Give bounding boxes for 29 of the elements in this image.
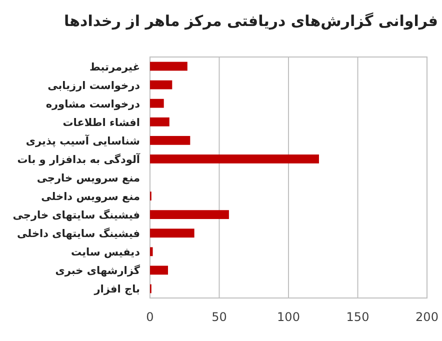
- y-tick-label: دیفیس سایت: [71, 246, 141, 259]
- y-tick-label: گزارشهای خبری: [55, 264, 141, 278]
- chart-title: فراوانی گزارش‌های دریافتی مرکز ماهر از رخدادها: [64, 12, 438, 30]
- x-tick-label: 50: [212, 310, 227, 324]
- bar: [150, 98, 164, 108]
- bar: [150, 247, 153, 256]
- bar: [150, 210, 229, 220]
- y-tick-label: افشاء اطلاعات: [62, 116, 140, 129]
- y-tick-label: درخواست مشاوره: [46, 98, 141, 110]
- y-tick-label: منع سرویس خارجی: [36, 172, 140, 184]
- bar: [150, 228, 194, 238]
- y-tick-label: آلودگی به بدافزار و بات: [17, 152, 140, 166]
- y-tick-label: غیرمرتبط: [90, 61, 140, 74]
- y-tick-label: درخواست ارزیابی: [48, 80, 141, 92]
- y-tick-label: منع سرویس داخلی: [41, 191, 140, 204]
- bar: [150, 136, 190, 145]
- x-tick-label: 200: [416, 310, 438, 324]
- y-tick-label: فیشینگ سایتهای خارجی: [12, 208, 140, 222]
- bar: [150, 62, 188, 71]
- x-tick-label: 100: [277, 310, 300, 324]
- bar: [150, 154, 319, 164]
- x-tick-label: 0: [146, 310, 154, 324]
- y-tick-label: باج افزار: [93, 284, 140, 296]
- bar: [150, 266, 168, 275]
- y-tick-label: شناسایی آسیب پذیری: [26, 133, 140, 148]
- bar: [150, 80, 172, 90]
- y-tick-label: فیشینگ سایتهای داخلی: [17, 227, 140, 240]
- bar: [150, 117, 170, 126]
- x-tick-label: 150: [346, 310, 370, 324]
